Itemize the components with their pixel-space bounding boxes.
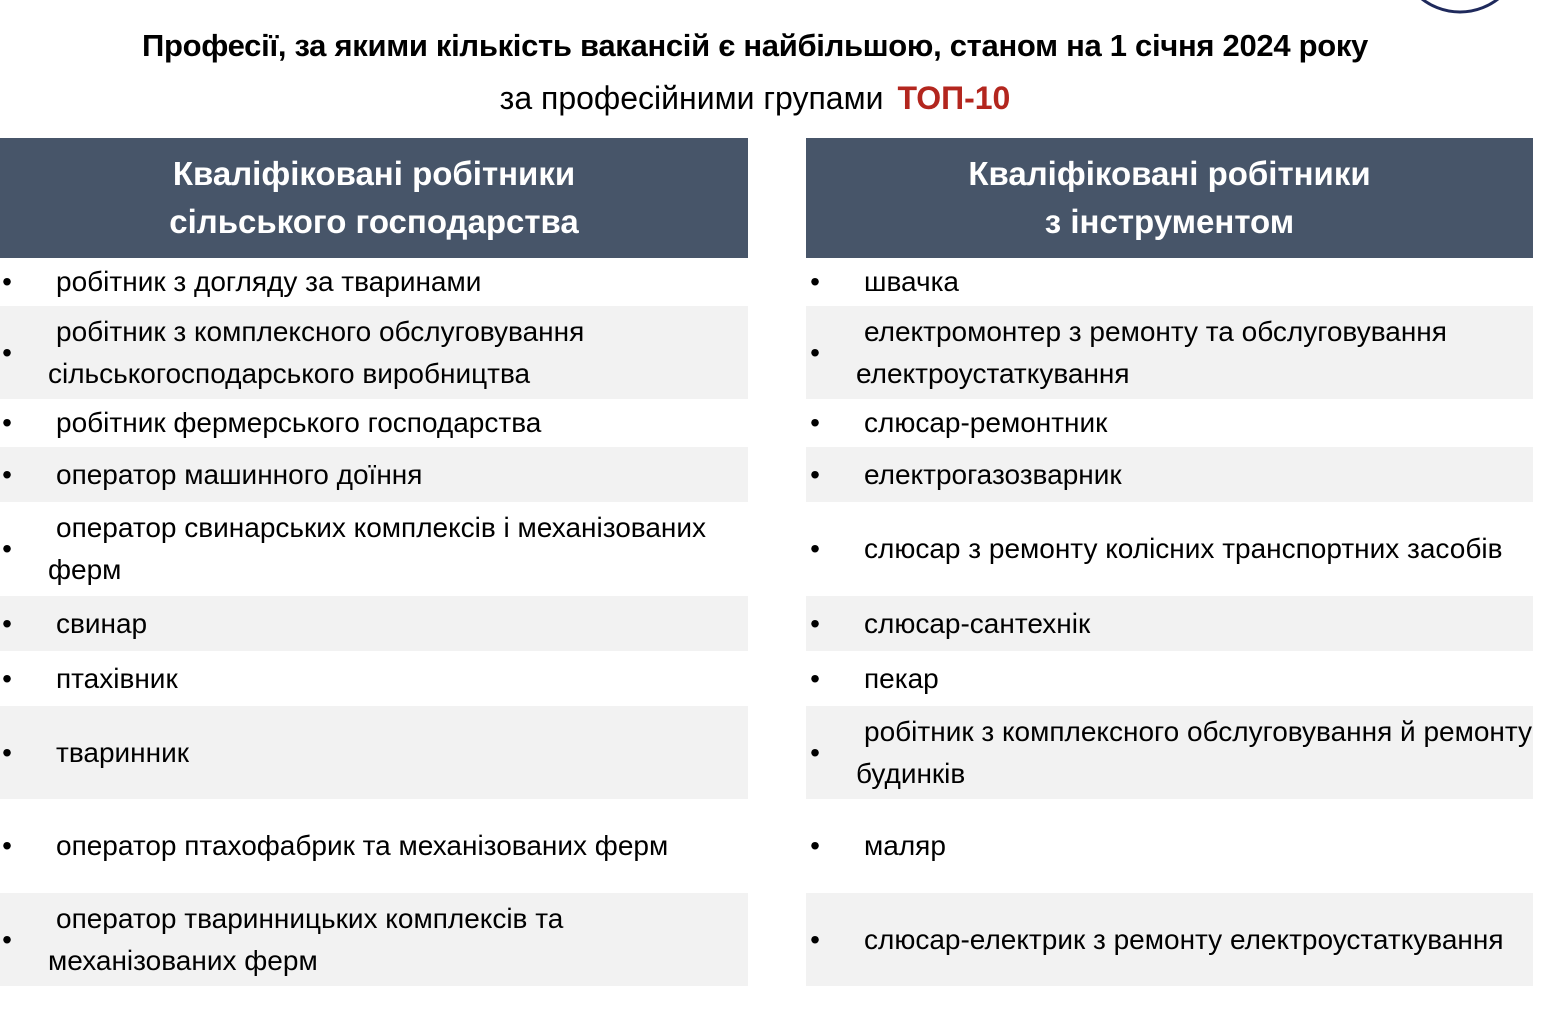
list-item: • робітник з комплексного обслуговування …	[0, 306, 748, 399]
profession-name: свинар	[56, 607, 148, 639]
bullet-icon: •	[810, 407, 820, 438]
list-item: • оператор машинного доїння	[0, 447, 748, 502]
list-item: • пекар	[806, 651, 1533, 706]
profession-name: робітник фермерського господарства	[56, 407, 542, 438]
svg-text:ЯНЯТОС: ЯНЯТОС	[1442, 0, 1485, 1]
page-title: Професії, за якими кількість вакансій є …	[141, 28, 1369, 63]
list-item: • робітник з догляду за тваринами	[0, 258, 748, 306]
list-item: • робітник фермерського господарства	[0, 399, 748, 447]
bullet-icon: •	[2, 607, 12, 639]
bullet-icon: •	[2, 266, 12, 297]
profession-name: оператор птахофабрик та механізованих фе…	[56, 830, 669, 861]
header-line: Кваліфіковані робітники	[968, 155, 1371, 192]
bullet-icon: •	[810, 533, 820, 564]
bullet-icon: •	[810, 830, 820, 861]
profession-name: слюсар-сантехнік	[864, 607, 1091, 639]
list-item: • електромонтер з ремонту та обслуговуван…	[806, 306, 1533, 399]
list-item: • швачка	[806, 258, 1533, 306]
profession-name: маляр	[864, 830, 946, 861]
bullet-icon: •	[810, 923, 820, 955]
profession-name: швачка	[864, 266, 960, 297]
list-item: • оператор тваринницьких комплексів та ме…	[0, 893, 748, 986]
page-subtitle: за професійними групами ТОП-10	[0, 80, 1510, 117]
profession-name: робітник з догляду за тваринами	[56, 266, 482, 297]
header-line: Кваліфіковані робітники	[172, 155, 576, 192]
bullet-icon: •	[810, 266, 820, 297]
list-item: • тваринник	[0, 706, 748, 799]
profession-name: слюсар з ремонту колісних транспортних з…	[864, 533, 1503, 564]
column-header: Кваліфіковані робітники з інструментом	[806, 138, 1533, 258]
header-line: з інструментом	[1044, 203, 1295, 240]
profession-name: слюсар-електрик з ремонту електроустатку…	[864, 923, 1504, 955]
bullet-icon: •	[2, 533, 12, 564]
list-item: • слюсар-сантехнік	[806, 596, 1533, 651]
column-tools: Кваліфіковані робітники з інструментом •…	[806, 138, 1533, 986]
bullet-icon: •	[810, 607, 820, 639]
bullet-icon: •	[810, 662, 820, 694]
bullet-icon: •	[2, 830, 12, 861]
list-item: • свинар	[0, 596, 748, 651]
bullet-icon: •	[2, 458, 12, 490]
bullet-icon: •	[2, 662, 12, 694]
profession-name: пекар	[864, 662, 939, 694]
bullet-icon: •	[2, 407, 12, 438]
profession-name: робітник з комплексного обслуговування й…	[856, 715, 1533, 789]
profession-name: електромонтер з ремонту та обслуговуванн…	[856, 315, 1447, 389]
header-line: сільського господарства	[169, 203, 579, 240]
profession-name: електрогазозварник	[864, 458, 1122, 490]
list-item: • слюсар-електрик з ремонту електроустатк…	[806, 893, 1533, 986]
profession-name: тваринник	[56, 736, 189, 768]
logo: ЯНЯТОС	[1395, 0, 1525, 21]
list-item: • робітник з комплексного обслуговування …	[806, 706, 1533, 799]
profession-name: оператор машинного доїння	[56, 458, 423, 490]
list-item: • оператор птахофабрик та механізованих ф…	[0, 799, 748, 893]
list-item: • слюсар з ремонту колісних транспортних …	[806, 502, 1533, 596]
list-item: • оператор свинарських комплексів і механ…	[0, 502, 748, 596]
profession-name: птахівник	[56, 662, 178, 694]
profession-name: слюсар-ремонтник	[864, 407, 1108, 438]
bullet-icon: •	[2, 923, 12, 955]
profession-name: робітник з комплексного обслуговування с…	[48, 315, 585, 389]
bullet-icon: •	[810, 736, 820, 768]
profession-name: оператор свинарських комплексів і механі…	[48, 512, 707, 585]
list-item: • маляр	[806, 799, 1533, 893]
column-agriculture: Кваліфіковані робітники сільського госпо…	[0, 138, 748, 986]
bullet-icon: •	[810, 336, 820, 368]
list-item: • електрогазозварник	[806, 447, 1533, 502]
column-header: Кваліфіковані робітники сільського госпо…	[0, 138, 748, 258]
bullet-icon: •	[810, 458, 820, 490]
profession-name: оператор тваринницьких комплексів та мех…	[48, 902, 564, 976]
list-item: • птахівник	[0, 651, 748, 706]
bullet-icon: •	[2, 336, 12, 368]
bullet-icon: •	[2, 736, 12, 768]
top-10-label: ТОП-10	[897, 80, 1011, 116]
list-item: • слюсар-ремонтник	[806, 399, 1533, 447]
subtitle-text: за професійними групами	[499, 80, 884, 116]
